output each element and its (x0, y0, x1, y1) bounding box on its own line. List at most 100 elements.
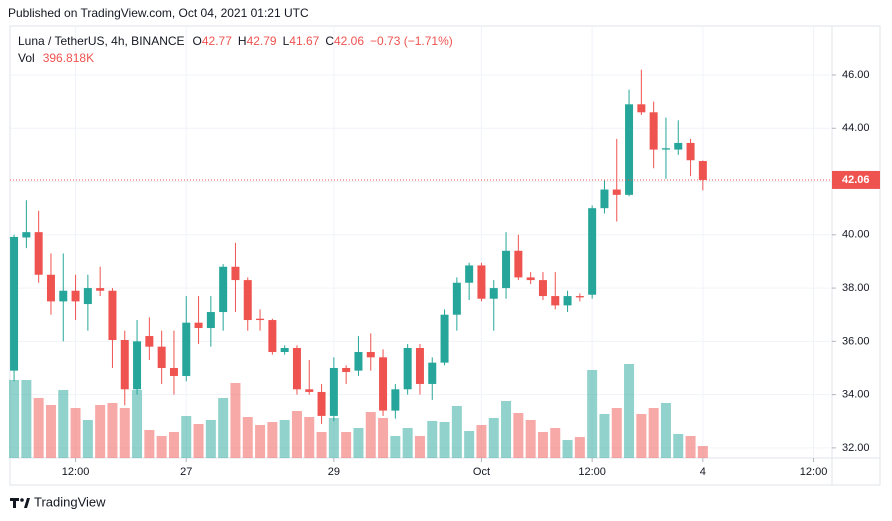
volume-bar (378, 417, 389, 458)
candle-body (612, 189, 621, 195)
volume-bar (119, 408, 130, 458)
y-tick-label: 32.00 (842, 442, 870, 454)
candle-body (403, 348, 412, 390)
candle-body (477, 265, 486, 299)
legend-change: −0.73 (−1.71%) (370, 34, 453, 48)
volume-bar (599, 413, 610, 458)
candle-body (354, 351, 363, 371)
volume-bar (636, 413, 647, 458)
candle-body (145, 336, 154, 347)
volume-bar (353, 427, 364, 458)
candle-body (256, 318, 265, 321)
brand-logo (10, 498, 30, 508)
x-tick-label: 12:00 (578, 466, 606, 478)
candle-body (489, 288, 498, 299)
candle-body (661, 148, 670, 150)
volume-bar (95, 404, 106, 458)
volume-bar (488, 417, 499, 458)
candle-body (428, 362, 437, 384)
volume-bar (685, 435, 696, 458)
last-price-tag (832, 170, 880, 189)
y-tick-label: 46.00 (842, 69, 870, 81)
published-note: Published on TradingView.com, Oct 04, 20… (8, 6, 309, 20)
candle-body (674, 142, 683, 150)
candle-body (10, 236, 19, 371)
candle-body (243, 280, 252, 321)
volume-legend: Vol 396.818K (18, 51, 94, 65)
candle-body (120, 340, 129, 390)
candle-body (342, 367, 351, 372)
candle-body (133, 341, 142, 390)
volume-bar (304, 416, 315, 458)
plot: 32.0034.0036.0038.0040.0042.0044.0046.00… (9, 25, 881, 486)
candle-body (379, 357, 388, 411)
candle-body (206, 312, 215, 329)
volume-bar (267, 422, 278, 458)
candle-body (96, 288, 105, 291)
candle-body (551, 296, 560, 306)
candle-body (366, 351, 375, 358)
volume-bar (427, 420, 438, 458)
volume-bar (107, 402, 118, 458)
x-tick-label: 4 (700, 466, 706, 478)
volume-bar (230, 382, 241, 458)
volume-bar (451, 405, 462, 458)
logo-shape (20, 498, 24, 502)
volume-bar (58, 389, 69, 458)
candle-body (625, 104, 634, 195)
candle-body (538, 280, 547, 297)
volume-name: Vol (18, 51, 35, 65)
legend-value: 42.06 (334, 34, 364, 48)
candle-body (169, 367, 178, 376)
volume-bar (156, 435, 167, 458)
volume-bar (205, 419, 216, 458)
volume-bar (574, 437, 585, 458)
chart-frame (9, 25, 881, 486)
volume-value: 396.818K (43, 51, 94, 65)
candle-body (157, 346, 166, 368)
candle-body (415, 348, 424, 384)
candle-body (71, 290, 80, 302)
candle-body (329, 367, 338, 416)
volume-bar (537, 431, 548, 458)
candle-body (305, 389, 314, 392)
volume-bar (291, 411, 302, 458)
candle-body (514, 250, 523, 278)
volume-bar (624, 364, 635, 458)
volume-bar (414, 435, 425, 458)
volume-bar (550, 427, 561, 458)
candle-body (637, 104, 646, 113)
volume-bar (513, 412, 524, 458)
volume-bar (501, 400, 512, 458)
logo-shape (24, 498, 30, 508)
x-tick-label: Oct (473, 466, 490, 478)
y-tick-label: 38.00 (842, 282, 870, 294)
volume-bar (181, 415, 192, 458)
volume-bar (439, 422, 450, 458)
x-tick-label: 12:00 (800, 466, 828, 478)
volume-bar (673, 433, 684, 458)
candle-body (563, 296, 572, 306)
volume-bar (21, 379, 32, 458)
volume-bar (390, 435, 401, 458)
volume-bar (45, 404, 56, 458)
volume-bar (476, 425, 487, 458)
legend-value: 41.67 (289, 34, 319, 48)
candle-body (465, 265, 474, 283)
logo-shape (10, 498, 19, 508)
volume-bar (255, 425, 266, 458)
candle-body (268, 320, 277, 352)
volume-bar (316, 431, 327, 458)
candle-body (59, 290, 68, 302)
candle-body (219, 266, 228, 313)
volume-bar (697, 445, 708, 458)
candle-body (22, 232, 31, 238)
candle-body (280, 348, 289, 352)
x-tick-label: 27 (180, 466, 192, 478)
legend: Luna / TetherUS, 4h, BINANCE O42.77 H42.79… (18, 34, 453, 48)
legend-key: L (283, 34, 290, 48)
candle-body (575, 296, 584, 298)
y-tick-label: 34.00 (842, 389, 870, 401)
legend-key: C (325, 34, 334, 48)
volume-bar (341, 431, 352, 458)
